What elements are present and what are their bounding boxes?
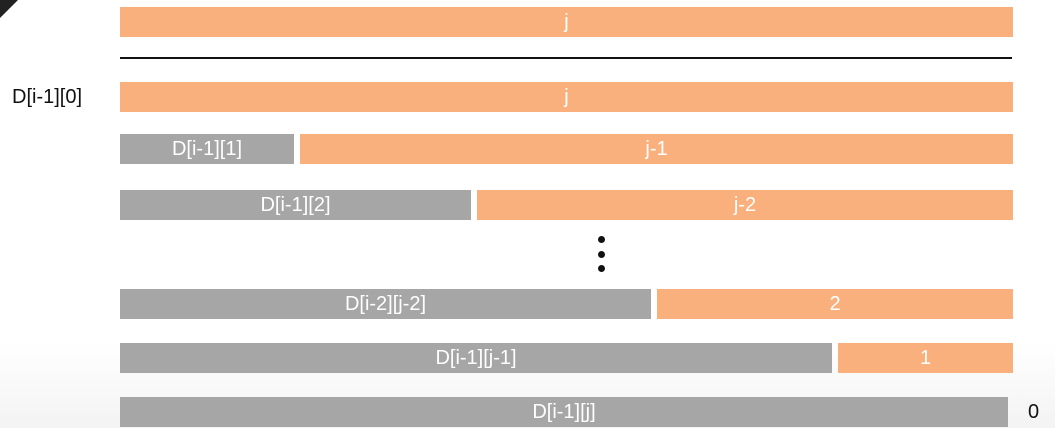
row-2-gray-bar: D[i-1][2] — [120, 190, 471, 220]
row-0-orange-bar: j — [120, 82, 1013, 112]
corner-marker — [0, 0, 18, 18]
ellipsis-dot — [598, 265, 605, 272]
row-1-gray-bar: D[i-1][1] — [120, 134, 294, 164]
row-3-orange-bar: 2 — [657, 289, 1013, 319]
divider-line — [120, 57, 1012, 59]
ellipsis-dot — [598, 251, 605, 258]
row-5-gray-bar: D[i-1][j] — [120, 397, 1008, 427]
row-4-orange-bar: 1 — [838, 343, 1013, 373]
row-3-gray-bar: D[i-2][j-2] — [120, 289, 651, 319]
row-5-end-label: 0 — [1028, 401, 1040, 423]
row-1-orange-bar: j-1 — [300, 134, 1013, 164]
ellipsis-dot — [598, 236, 605, 243]
row-4-gray-bar: D[i-1][j-1] — [120, 343, 832, 373]
row-0-side-label: D[i-1][0] — [12, 86, 83, 108]
row-2-orange-bar: j-2 — [477, 190, 1013, 220]
top-bar: j — [120, 7, 1013, 37]
